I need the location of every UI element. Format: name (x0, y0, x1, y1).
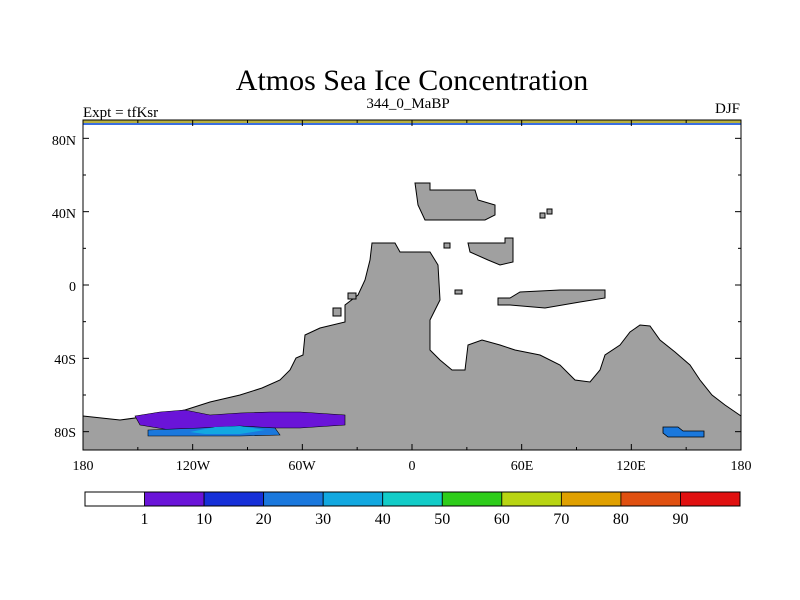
land-island-7 (332, 307, 342, 317)
lon-label-0: 0 (409, 459, 416, 474)
land-island-5 (497, 289, 606, 309)
sea-ice-patch-high (190, 426, 265, 434)
colorbar-label: 60 (494, 511, 510, 528)
colorbar-label: 80 (613, 511, 629, 528)
season-label: DJF (715, 101, 740, 117)
lon-label-180w: 180 (73, 459, 94, 474)
colorbar-label: 50 (434, 511, 450, 528)
colorbar-swatch (680, 491, 741, 507)
colorbar-label: 70 (553, 511, 569, 528)
land-island-8 (347, 292, 357, 300)
sea-ice-patch-east (662, 426, 705, 438)
colorbar-swatch (560, 491, 622, 507)
axis-ticks (82, 120, 742, 450)
lon-label-60w: 60W (288, 459, 316, 474)
lon-label-60e: 60E (511, 459, 534, 474)
colorbar-label: 30 (315, 511, 331, 528)
colorbar-labels: 1 10 20 30 40 50 60 70 80 90 (141, 511, 689, 528)
figure-title: Atmos Sea Ice Concentration (236, 64, 588, 97)
lat-label-80s: 80S (54, 426, 76, 441)
experiment-label: Expt = tfKsr (83, 105, 158, 121)
colorbar-swatch (620, 491, 681, 507)
colorbar-swatch (84, 491, 145, 507)
lat-labels: 80N 40N 0 40S 80S (52, 134, 76, 441)
colorbar-label: 40 (375, 511, 391, 528)
lat-label-80n: 80N (52, 134, 76, 149)
land-island-2 (546, 208, 553, 215)
lon-label-180e: 180 (731, 459, 752, 474)
land-island-6 (454, 289, 463, 295)
land-southern-continent (82, 242, 742, 451)
land-island-1 (539, 212, 546, 219)
land-masses (82, 182, 742, 451)
colorbar-label: 20 (256, 511, 272, 528)
lon-label-120w: 120W (176, 459, 211, 474)
colorbar-swatches (84, 491, 741, 507)
colorbar-swatch (203, 491, 265, 507)
lat-label-40s: 40S (54, 353, 76, 368)
colorbar-swatch (501, 491, 562, 507)
colorbar-label: 1 (141, 511, 149, 528)
colorbar-label: 10 (196, 511, 212, 528)
colorbar: 1 10 20 30 40 50 60 70 80 90 (84, 491, 741, 528)
colorbar-swatch (263, 491, 324, 507)
lat-label-40n: 40N (52, 207, 76, 222)
colorbar-swatch (322, 491, 384, 507)
land-island-4 (467, 237, 514, 266)
land-island-3 (443, 242, 451, 249)
time-period-label: 344_0_MaBP (366, 96, 449, 112)
land-northern-block (414, 182, 496, 221)
colorbar-swatch (441, 491, 503, 507)
sea-ice-patches (134, 409, 705, 438)
map-panel: 80N 40N 0 40S 80S 180 120W 60W 0 60E 120… (52, 119, 752, 474)
colorbar-swatch (144, 491, 205, 507)
lon-labels: 180 120W 60W 0 60E 120E 180 (73, 459, 752, 474)
colorbar-swatch (382, 491, 443, 507)
lon-label-120e: 120E (616, 459, 646, 474)
colorbar-border (84, 491, 741, 507)
lat-label-equator: 0 (69, 280, 76, 295)
colorbar-label: 90 (672, 511, 688, 528)
